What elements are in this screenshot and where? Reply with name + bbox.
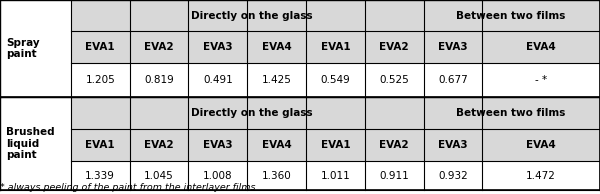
Text: EVA4: EVA4 <box>262 42 292 52</box>
Text: EVA3: EVA3 <box>438 42 468 52</box>
Text: EVA1: EVA1 <box>320 42 350 52</box>
Text: 1.360: 1.360 <box>262 171 292 181</box>
Bar <box>0 97 71 190</box>
Text: EVA4: EVA4 <box>262 140 292 150</box>
Text: 1.339: 1.339 <box>85 171 115 181</box>
Text: EVA4: EVA4 <box>526 42 556 52</box>
Bar <box>71 63 600 97</box>
Text: 0.932: 0.932 <box>438 171 468 181</box>
Text: - *: - * <box>535 75 547 85</box>
Text: 0.819: 0.819 <box>144 75 174 85</box>
Text: 1.205: 1.205 <box>85 75 115 85</box>
Text: EVA2: EVA2 <box>379 42 409 52</box>
Text: 1.045: 1.045 <box>144 171 174 181</box>
Text: EVA3: EVA3 <box>203 42 233 52</box>
Text: 1.472: 1.472 <box>526 171 556 181</box>
Bar <box>71 161 600 190</box>
Text: EVA3: EVA3 <box>203 140 233 150</box>
Text: EVA2: EVA2 <box>379 140 409 150</box>
Text: EVA1: EVA1 <box>85 42 115 52</box>
Text: Directly on the glass: Directly on the glass <box>191 108 313 118</box>
Text: Between two films: Between two films <box>456 10 565 21</box>
Bar <box>71 0 600 31</box>
Text: 0.525: 0.525 <box>379 75 409 85</box>
Text: Brushed
liquid
paint: Brushed liquid paint <box>6 127 55 160</box>
Bar <box>71 31 600 63</box>
Text: 1.011: 1.011 <box>320 171 350 181</box>
Text: 0.549: 0.549 <box>320 75 350 85</box>
Text: EVA1: EVA1 <box>320 140 350 150</box>
Text: EVA4: EVA4 <box>526 140 556 150</box>
Text: EVA1: EVA1 <box>85 140 115 150</box>
Bar <box>71 97 600 129</box>
Text: Directly on the glass: Directly on the glass <box>191 10 313 21</box>
Text: 0.911: 0.911 <box>379 171 409 181</box>
Text: 0.491: 0.491 <box>203 75 233 85</box>
Text: Spray
paint: Spray paint <box>6 38 40 59</box>
Text: Between two films: Between two films <box>456 108 565 118</box>
Text: EVA2: EVA2 <box>144 140 174 150</box>
Text: 1.425: 1.425 <box>262 75 292 85</box>
Text: EVA2: EVA2 <box>144 42 174 52</box>
Text: 0.677: 0.677 <box>438 75 468 85</box>
Text: 1.008: 1.008 <box>203 171 233 181</box>
Text: EVA3: EVA3 <box>438 140 468 150</box>
Bar <box>71 129 600 161</box>
Text: * always peeling of the paint from the interlayer films: * always peeling of the paint from the i… <box>0 183 256 192</box>
Bar <box>0 0 71 97</box>
